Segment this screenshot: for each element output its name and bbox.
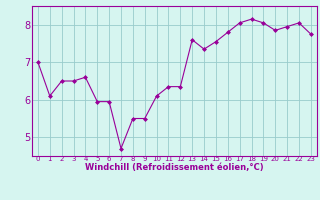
X-axis label: Windchill (Refroidissement éolien,°C): Windchill (Refroidissement éolien,°C) (85, 163, 264, 172)
